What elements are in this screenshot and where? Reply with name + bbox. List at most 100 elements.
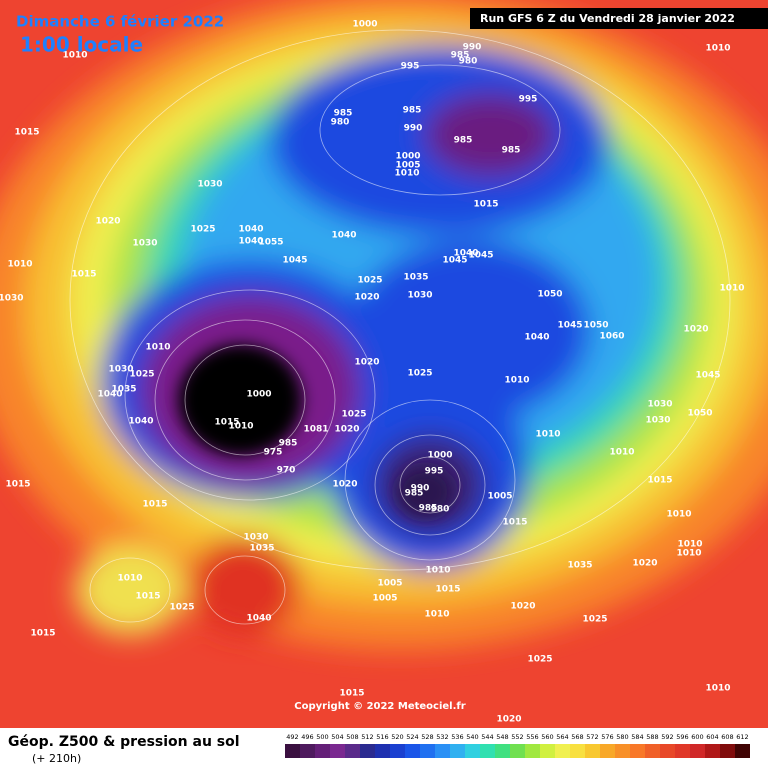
scale-swatch [315,744,330,758]
isobar-label: 1045 [442,256,467,266]
isobar-label: 1010 [705,44,730,54]
isobar-label: 980 [431,505,450,515]
scale-swatch [285,744,300,758]
run-info: Run GFS 6 Z du Vendredi 28 janvier 2022 [480,12,735,25]
isobar-label: 975 [264,448,283,458]
scale-label: 512 [361,733,373,741]
isobar-label: 1010 [7,260,32,270]
scale-label: 504 [331,733,343,741]
scale-label: 612 [736,733,748,741]
isobar-label: 1025 [357,276,382,286]
isobar-label: 1030 [647,400,672,410]
scale-swatch [645,744,660,758]
isobar-label: 1010 [666,510,691,520]
isobar-label: 1030 [0,294,24,304]
scale-swatch [495,744,510,758]
isobar-label: 1035 [403,273,428,283]
scale-swatch [345,744,360,758]
scale-label: 556 [526,733,538,741]
isobar-label: 1015 [71,270,96,280]
scale-swatch [480,744,495,758]
isobar-label: 1040 [524,333,549,343]
scale-label: 584 [631,733,643,741]
isobar-label: 1015 [647,476,672,486]
isobar-label: 1010 [609,448,634,458]
scale-label: 536 [451,733,463,741]
scale-swatch [720,744,735,758]
isobar-label: 985 [502,146,521,156]
isobar-label: 1030 [132,239,157,249]
isobar-label: 1025 [582,615,607,625]
run-box [470,8,768,29]
time: 1:00 locale [20,33,143,57]
isobar-label: 985 [279,439,298,449]
isobar-label: 1040 [453,249,478,259]
isobar-label: 1020 [632,559,657,569]
isobar-label: 1015 [502,518,527,528]
isobar-label: 1015 [435,585,460,595]
isobar-labels: 1000990985980995101010109859809859909959… [0,20,745,725]
cold-core [178,344,453,517]
isobar-label: 1040 [246,614,271,624]
scale-label: 592 [661,733,673,741]
isobar-label: 1015 [30,629,55,639]
isobar-label: 985 [405,489,424,499]
isobar-label: 995 [425,467,444,477]
isobar-label: 1040 [238,225,263,235]
isobar-label: 1020 [683,325,708,335]
isobar-label: 1020 [95,217,120,227]
scale-swatch [420,744,435,758]
isobar-label: 970 [277,466,296,476]
isobar-label: 1010 [62,51,87,61]
isobar-label: 1010 [145,343,170,353]
isobar-label: 1035 [567,561,592,571]
isobar-label: 1015 [214,418,239,428]
isobar-label: 985 [451,51,470,61]
scale-swatch [330,744,345,758]
scale-swatch [660,744,675,758]
scale-label: 588 [646,733,658,741]
scale-label: 600 [691,733,703,741]
isobar-label: 1010 [705,684,730,694]
isobar-label: 1025 [407,369,432,379]
isobar-label: 995 [401,62,420,72]
isobar-label: 1050 [583,321,608,331]
scale-label: 564 [556,733,568,741]
isobar-label: 1025 [341,410,366,420]
scale-label: 568 [571,733,583,741]
isobar-label: 1005 [487,492,512,502]
scale-swatch [465,744,480,758]
isobar-label: 1015 [142,500,167,510]
scale-swatch [450,744,465,758]
isobar-label: 1015 [135,592,160,602]
scale-label: 508 [346,733,358,741]
scale-swatch [570,744,585,758]
scale-label: 540 [466,733,478,741]
isobar-label: 1025 [169,603,194,613]
isobar-label: 1060 [599,332,624,342]
isobar-label: 1030 [645,416,670,426]
isobar-label: 990 [463,43,482,53]
isobar-label: 1030 [243,533,268,543]
isobar-label: 1045 [557,321,582,331]
scale-label: 580 [616,733,628,741]
scale-label: 520 [391,733,403,741]
isobar-label: 1005 [395,161,420,171]
isobar-label: 1050 [687,409,712,419]
scale-swatch [690,744,705,758]
scale-swatch [405,744,420,758]
isobar-label: 1000 [246,390,271,400]
isobar-label: 1000 [395,152,420,162]
scale-swatch [390,744,405,758]
scale-label: 608 [721,733,733,741]
scale-swatch [360,744,375,758]
scale-label: 572 [586,733,598,741]
scale-swatch [585,744,600,758]
scale-label: 528 [421,733,433,741]
isobar-label: 1040 [97,390,122,400]
scale-swatch [630,744,645,758]
footer-title: Géop. Z500 & pression au sol [8,734,240,750]
isobar-label: 985 [419,504,438,514]
